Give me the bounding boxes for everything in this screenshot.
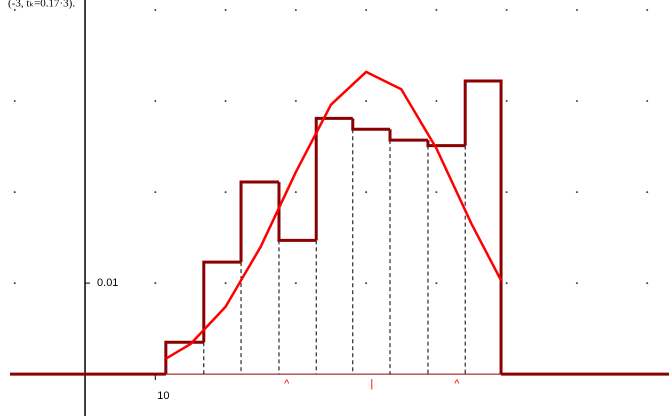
grid-dot [575, 100, 578, 103]
axis-marker: ^ [454, 378, 460, 390]
grid-dot [365, 100, 368, 103]
grid-dot [575, 191, 578, 194]
bar [388, 129, 428, 142]
grid-dot [294, 100, 297, 103]
y-tick-label: 0.01 [97, 277, 118, 289]
grid-dot [505, 100, 508, 103]
grid-dot [294, 9, 297, 12]
grid-dot [575, 9, 578, 12]
bar [239, 180, 279, 263]
axis-marker: | [370, 378, 373, 390]
x-tick-label: 10 [157, 390, 169, 402]
grid-dot [365, 282, 368, 285]
chart-title: (-3, tₖ=0.17·3). [8, 0, 75, 10]
bar [351, 118, 391, 131]
grid-dot [13, 191, 16, 194]
grid-dot [435, 100, 438, 103]
grid-dot [13, 282, 16, 285]
grid-dot [365, 9, 368, 12]
grid-dot [13, 100, 16, 103]
grid-dot [154, 191, 157, 194]
grid-dot [435, 282, 438, 285]
grid-dot [224, 9, 227, 12]
grid-dot [365, 191, 368, 194]
grid-dot [575, 282, 578, 285]
grid-dot [505, 282, 508, 285]
grid-dot [294, 191, 297, 194]
curve [165, 70, 503, 360]
axis-marker: ^ [284, 378, 290, 390]
grid-dot [294, 282, 297, 285]
grid-dot [154, 9, 157, 12]
bar [463, 79, 503, 375]
grid-dot [224, 282, 227, 285]
grid-dot [646, 191, 649, 194]
grid-dot [224, 100, 227, 103]
grid-dot [646, 282, 649, 285]
grid-dot [646, 100, 649, 103]
bar [277, 182, 317, 242]
grid-dot [224, 191, 227, 194]
bar [426, 140, 466, 148]
grid-dot [13, 9, 16, 12]
grid-dot [154, 100, 157, 103]
grid-dot [435, 191, 438, 194]
grid-dot [505, 191, 508, 194]
grid-dot [435, 9, 438, 12]
grid-dot [505, 9, 508, 12]
bar [314, 116, 353, 241]
grid-dot [154, 282, 157, 285]
bar [202, 260, 242, 343]
grid-dot [646, 9, 649, 12]
